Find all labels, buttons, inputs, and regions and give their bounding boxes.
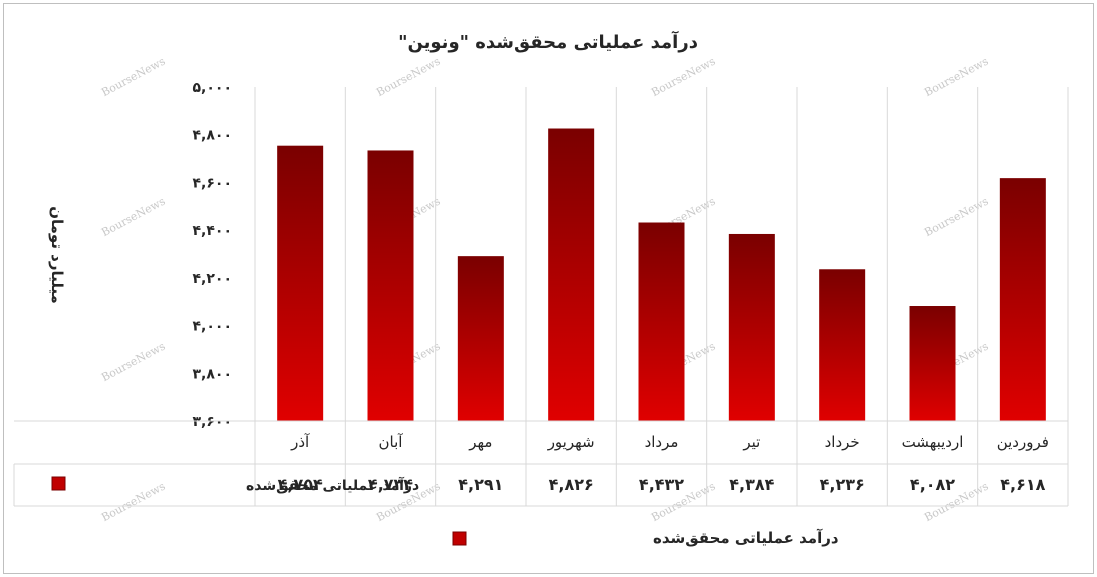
bar [909,306,956,421]
x-tick-label: فروردین [997,433,1049,451]
y-tick-label: ۴,۸۰۰ [193,128,233,144]
watermark-text: BourseNews [99,54,168,99]
x-tick-label: اردیبهشت [902,433,964,451]
x-tick-label: خرداد [825,433,860,451]
y-tick-label: ۴,۴۰۰ [193,223,233,239]
bar [728,233,775,421]
table-series-swatch [51,476,66,491]
y-tick-label: ۴,۲۰۰ [193,271,233,287]
x-tick-label: مهر [468,433,492,451]
watermark-text: BourseNews [922,194,991,239]
watermark-text: BourseNews [99,479,168,524]
bar [638,222,685,421]
data-label: ۴,۷۳۴ [368,475,413,494]
legend-swatch [452,531,467,546]
x-tick-label: شهریور [547,433,595,451]
y-axis-label: میلیارد تومان [48,206,66,304]
legend-label: درآمد عملیاتی محقق‌شده [653,529,839,547]
bar [548,128,595,422]
y-tick-label: ۴,۰۰۰ [193,319,233,335]
y-tick-label: ۳,۸۰۰ [193,366,233,382]
y-tick-label: ۵,۰۰۰ [193,80,233,96]
watermark-text: BourseNews [99,194,168,239]
data-label: ۴,۳۸۴ [729,475,774,494]
data-label: ۴,۸۲۶ [549,475,594,494]
x-tick-label: تیر [742,433,760,451]
data-label: ۴,۲۳۶ [820,475,865,494]
data-label: ۴,۲۹۱ [458,475,503,494]
watermark-text: BourseNews [649,54,718,99]
y-tick-label: ۳,۶۰۰ [193,414,233,430]
watermark-text: BourseNews [922,54,991,99]
bar [819,269,866,421]
data-label: ۴,۴۳۲ [639,475,684,494]
data-label: ۴,۷۵۴ [278,475,323,494]
bar [367,150,414,421]
table-series-name: درآمد عملیاتی محقق‌شده [246,476,419,494]
data-label: ۴,۰۸۲ [910,475,955,494]
y-tick-label: ۴,۶۰۰ [193,175,233,191]
watermark-text: BourseNews [374,54,443,99]
bar [457,256,504,421]
bar [999,178,1046,421]
data-label: ۴,۶۱۸ [1000,475,1045,494]
x-tick-label: آبان [379,433,404,451]
bar [277,145,324,421]
chart-title: درآمد عملیاتی محقق‌شده "ونوین" [398,30,698,53]
x-tick-label: آذر [290,433,310,451]
watermark-text: BourseNews [99,339,168,384]
x-tick-label: مرداد [645,433,679,451]
